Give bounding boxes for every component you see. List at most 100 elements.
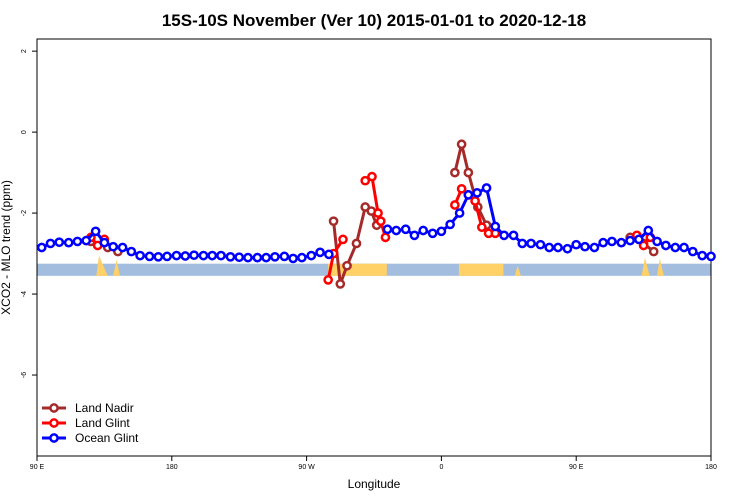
data-point	[81, 235, 92, 246]
data-point	[162, 251, 172, 262]
y-tick-label: 0	[21, 130, 28, 134]
data-point	[391, 225, 402, 236]
data-point	[634, 234, 644, 245]
data-point	[144, 251, 155, 262]
data-point	[450, 167, 460, 178]
data-point	[508, 230, 519, 241]
data-point	[526, 238, 536, 249]
axes: 2 0 -2 -4 -6 90 E 180 90 W 0 90 E 180	[21, 38, 717, 471]
data-point	[607, 236, 617, 247]
data-point	[323, 275, 334, 285]
data-point	[261, 252, 272, 263]
x-tick-label: 90 E	[569, 464, 584, 471]
data-point	[562, 243, 573, 254]
data-point	[463, 167, 474, 178]
land-spike-3	[657, 258, 664, 276]
data-point	[126, 246, 137, 257]
data-point	[207, 250, 218, 261]
land-spike-1	[113, 259, 120, 276]
data-point	[625, 235, 635, 246]
data-point	[335, 279, 346, 289]
data-point	[216, 250, 226, 261]
x-tick-label: 0	[439, 464, 443, 471]
data-point	[481, 183, 492, 193]
data-point	[427, 228, 438, 239]
data-point	[400, 224, 411, 235]
data-point	[108, 241, 119, 252]
data-point	[517, 238, 528, 249]
data-point	[643, 225, 654, 236]
data-point	[243, 252, 253, 263]
data-point	[45, 238, 56, 249]
data-point	[373, 208, 383, 218]
data-point	[670, 242, 681, 253]
data-point	[135, 250, 145, 261]
legend-item-land-glint: Land Glint	[42, 416, 130, 430]
data-point	[99, 237, 110, 248]
data-point	[36, 242, 47, 253]
data-point	[660, 240, 671, 251]
legend-marker	[49, 418, 59, 428]
legend-item-ocean-glint: Ocean Glint	[42, 431, 139, 445]
data-point	[382, 224, 393, 235]
x-tick-label: 180	[705, 464, 717, 471]
data-point	[171, 250, 182, 261]
data-point	[315, 247, 325, 258]
legend-marker	[49, 433, 59, 443]
data-point	[456, 139, 467, 150]
data-point	[490, 221, 501, 232]
data-point	[456, 183, 467, 194]
land-spike-0	[96, 255, 108, 276]
data-point	[445, 219, 456, 230]
data-point	[338, 234, 348, 245]
y-tick-label: -4	[21, 291, 28, 297]
data-point	[476, 222, 487, 233]
land-segment-1	[458, 263, 504, 276]
x-tick-label: 90 W	[298, 464, 315, 471]
legend-label: Ocean Glint	[75, 431, 139, 445]
data-point	[580, 241, 590, 252]
data-point	[436, 226, 447, 237]
data-point	[544, 242, 555, 253]
legend-marker	[49, 403, 59, 413]
data-point	[367, 171, 377, 182]
data-point	[638, 240, 649, 251]
y-axis-label: XCO2 - MLO trend (ppm)	[0, 180, 13, 315]
data-point	[288, 253, 298, 264]
data-point	[63, 237, 74, 248]
data-point	[589, 242, 600, 253]
data-point	[535, 239, 546, 250]
series-layer	[36, 139, 716, 289]
data-point	[648, 246, 659, 257]
data-point	[90, 226, 101, 237]
y-tick-label: 2	[21, 49, 28, 53]
data-point	[342, 260, 352, 271]
x-tick-label: 180	[166, 464, 178, 471]
plot-frame	[36, 38, 712, 457]
data-point	[409, 230, 420, 241]
data-point	[180, 251, 191, 261]
data-point	[454, 208, 465, 218]
data-point	[198, 250, 209, 261]
data-point	[225, 251, 236, 262]
data-point	[380, 232, 391, 243]
data-point	[450, 200, 460, 210]
data-point	[117, 242, 128, 253]
land-spike-2	[641, 257, 650, 276]
y-tick-label: -2	[21, 210, 28, 216]
data-point	[72, 236, 83, 247]
data-point	[652, 236, 662, 247]
series-ocean-glint	[36, 183, 716, 264]
data-point	[679, 242, 689, 253]
data-point	[553, 242, 563, 253]
data-point	[418, 225, 429, 236]
data-point	[470, 196, 480, 206]
data-point	[270, 251, 280, 262]
data-point	[472, 187, 482, 198]
data-point	[616, 237, 627, 248]
data-point	[499, 230, 509, 241]
data-point	[328, 216, 339, 227]
land-spike-4	[514, 265, 521, 276]
